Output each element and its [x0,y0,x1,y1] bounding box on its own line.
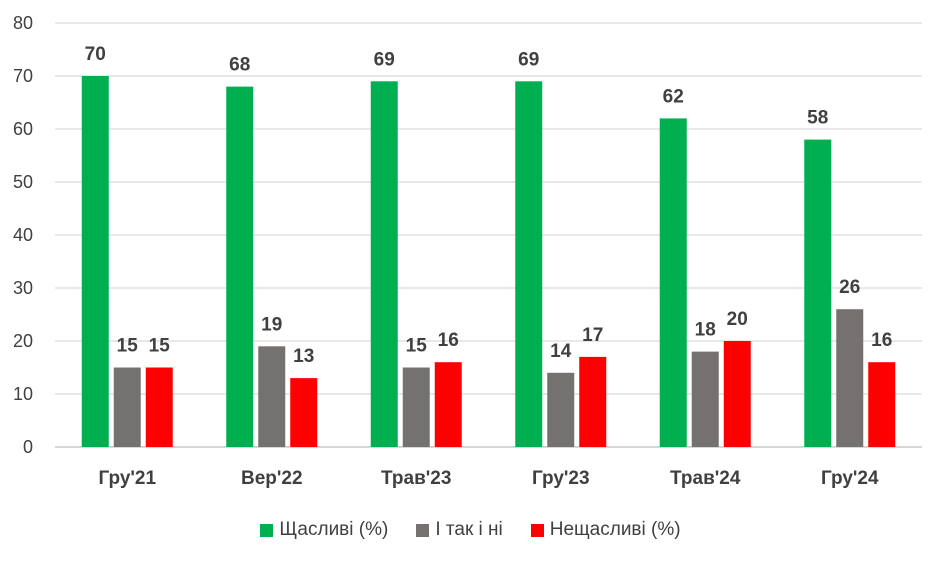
data-label: 20 [727,309,748,330]
data-label: 68 [229,55,250,76]
x-category-label: Трав'24 [670,468,741,489]
legend-label: Щасливі (%) [279,519,389,540]
data-label: 26 [839,277,860,298]
data-label: 15 [117,336,139,357]
bar [290,378,318,447]
y-tick-label: 10 [13,384,33,404]
bar [258,346,286,447]
y-tick-label: 40 [13,225,33,245]
legend-label: І так і ні [435,519,503,540]
bar [402,367,430,447]
data-label: 18 [695,320,716,341]
bar [113,367,141,447]
legend: Щасливі (%) І так і ні Нещасливі (%) [0,519,941,541]
data-label: 69 [374,49,395,70]
x-category-label: Гру'24 [821,468,879,489]
legend-item: І так і ні [416,519,503,541]
x-category-label: Гру'21 [98,468,156,489]
y-tick-label: 30 [13,278,33,298]
y-tick-label: 20 [13,331,33,351]
bar [804,139,832,447]
y-axis-ticks: 0 10 20 30 40 50 60 70 80 [13,13,33,457]
x-category-label: Трав'23 [381,468,451,489]
bar [723,341,751,447]
y-tick-label: 50 [13,172,33,192]
bar [691,351,719,447]
bar [579,356,607,447]
x-category-label: Вер'22 [241,468,303,489]
bar [515,81,543,448]
gridlines [55,22,922,448]
data-label: 69 [518,49,539,70]
legend-item: Нещасливі (%) [530,519,681,541]
bar-chart: 0 10 20 30 40 50 60 70 80 70 15 15 68 19 13 69 15 16 69 14… [13,13,922,489]
legend-label: Нещасливі (%) [549,519,681,540]
data-label: 16 [871,330,892,351]
data-label: 15 [149,336,171,357]
bar [434,362,462,447]
legend-swatch [260,523,274,537]
bar [145,367,173,447]
data-label: 13 [293,346,314,367]
bar [81,76,109,447]
y-tick-label: 70 [13,66,33,86]
data-label: 62 [663,86,684,107]
bar [868,362,896,447]
data-label: 58 [807,108,828,129]
legend-swatch [530,523,544,537]
bars [81,76,896,448]
bar [547,372,575,447]
legend-swatch [416,523,430,537]
data-labels: 70 15 15 68 19 13 69 15 16 69 14 17 62 18 20 58 26 16 [85,44,893,367]
y-tick-label: 80 [13,13,33,33]
bar [659,118,687,448]
bar [370,81,398,448]
data-label: 70 [85,44,106,65]
bar [226,86,254,447]
y-tick-label: 0 [23,437,33,457]
y-tick-label: 60 [13,119,33,139]
legend-item: Щасливі (%) [260,519,388,541]
data-label: 15 [406,336,428,357]
data-label: 19 [261,314,282,335]
bar [836,309,864,447]
data-label: 16 [438,330,459,351]
data-label: 14 [550,341,572,362]
x-axis-categories: Гру'21 Вер'22 Трав'23 Гру'23 Трав'24 Гру'24 [98,468,879,489]
data-label: 17 [582,325,603,346]
x-category-label: Гру'23 [532,468,590,489]
